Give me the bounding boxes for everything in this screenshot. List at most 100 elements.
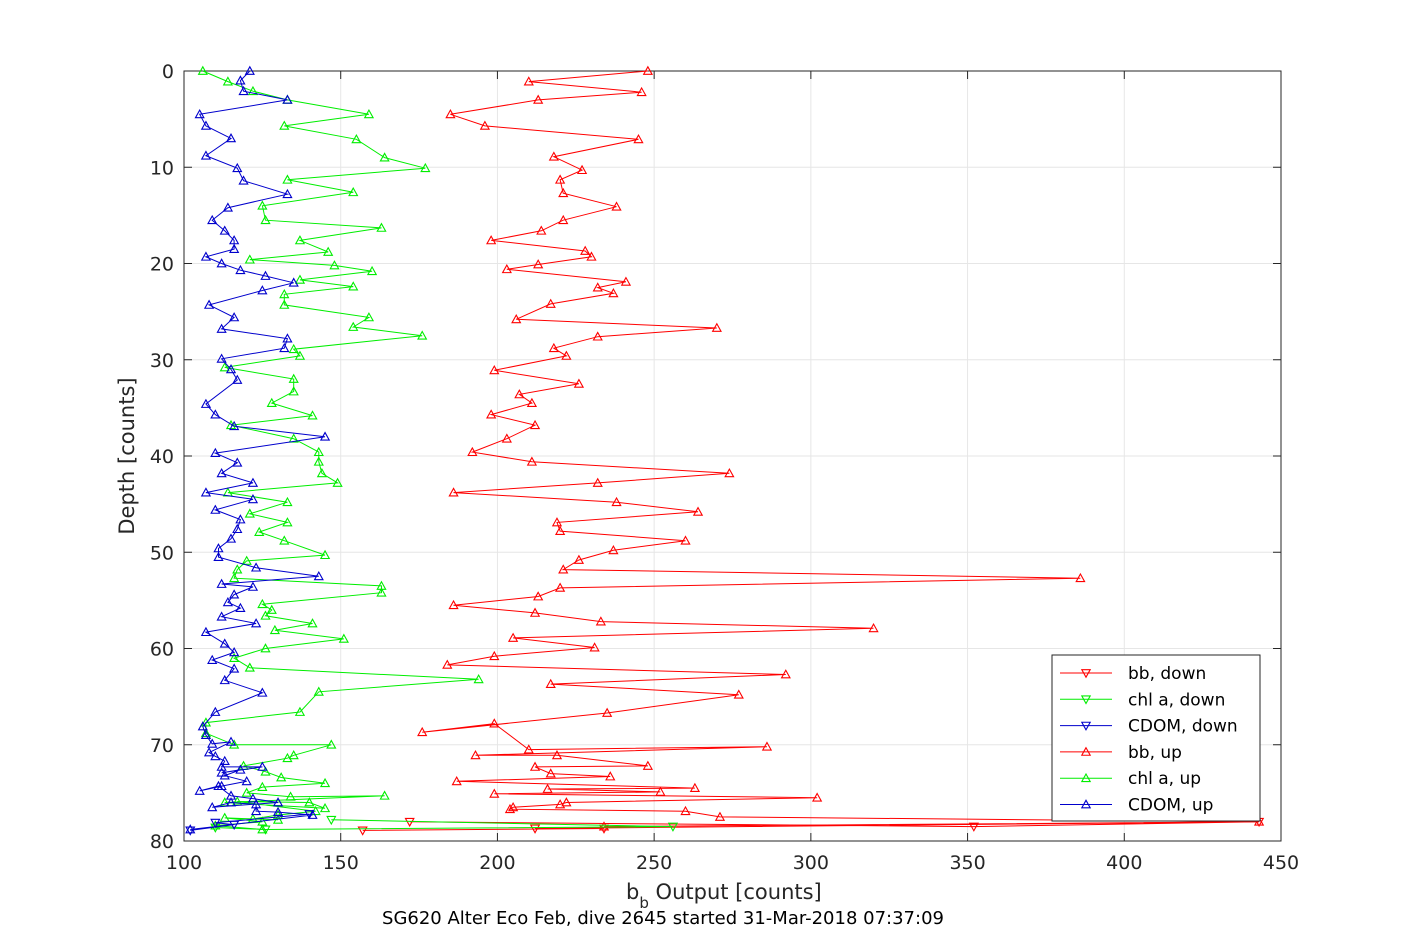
y-axis-title: Depth [counts]	[115, 377, 139, 534]
data-point-bb-up	[561, 350, 572, 360]
data-point-cdom-up	[250, 618, 262, 628]
data-point-chl-a-up	[473, 673, 484, 684]
data-point-cdom-up	[272, 806, 284, 817]
data-point-bb-up	[451, 775, 462, 786]
data-point-bb-up	[511, 313, 522, 324]
data-point-cdom-up	[207, 801, 218, 812]
data-point-cdom-up	[200, 150, 212, 160]
data-point-cdom-up	[235, 764, 246, 774]
data-point-cdom-up	[222, 202, 234, 212]
data-point-bb-up	[526, 397, 538, 407]
data-point-chl-a-up	[219, 797, 230, 807]
series-cdom-down	[185, 810, 315, 836]
data-point-chl-a-up	[257, 598, 268, 609]
data-point-chl-a-up	[266, 604, 277, 614]
data-point-chl-a-down	[326, 815, 337, 826]
data-point-bb-up	[542, 783, 553, 793]
data-point-chl-a-down	[210, 823, 221, 833]
series-chl-a-up	[197, 65, 484, 834]
data-point-chl-a-up	[294, 706, 306, 716]
data-point-cdom-up	[200, 398, 212, 408]
data-point-cdom-up	[210, 750, 221, 761]
data-point-chl-a-up	[420, 162, 431, 173]
data-point-cdom-up	[282, 188, 293, 199]
data-point-cdom-up	[200, 120, 212, 130]
data-point-chl-a-up	[257, 200, 268, 210]
data-point-cdom-up	[213, 551, 224, 561]
data-point-bb-up	[586, 251, 597, 261]
data-point-bb-up	[611, 496, 622, 507]
data-point-bb-up	[548, 151, 559, 161]
series-cdom-up	[185, 65, 331, 834]
legend-marker-cdom-up	[1080, 799, 1092, 809]
data-point-bb-up	[489, 718, 500, 728]
data-point-cdom-up	[207, 738, 218, 748]
data-point-chl-a-up	[307, 618, 318, 628]
data-point-cdom-up	[232, 457, 243, 467]
y-tick-label: 80	[150, 831, 174, 853]
data-point-cdom-up	[229, 663, 240, 673]
data-point-bb-up	[811, 792, 823, 802]
series-bb-up	[417, 65, 1265, 831]
series-line-chl-a-up	[202, 70, 479, 830]
data-point-cdom-up	[244, 65, 255, 75]
x-axis-title: bb Output [counts]	[626, 880, 822, 912]
data-point-cdom-up	[210, 706, 221, 716]
data-point-cdom-up	[229, 312, 240, 322]
legend-label-chl-a-down: chl a, down	[1128, 690, 1225, 710]
data-point-cdom-up	[216, 467, 227, 478]
data-point-cdom-up	[282, 333, 293, 343]
data-point-bb-up	[545, 768, 556, 778]
data-point-cdom-up	[235, 75, 246, 85]
data-point-bb-up	[551, 517, 563, 527]
data-point-bb-up	[507, 632, 519, 642]
x-tick-label: 300	[793, 852, 829, 874]
data-point-cdom-up	[219, 225, 230, 235]
data-point-bb-up	[576, 164, 588, 175]
data-point-chl-a-up	[376, 587, 387, 597]
data-point-bb-up	[689, 782, 701, 792]
data-point-cdom-up	[219, 674, 230, 685]
y-tick-label: 60	[150, 639, 174, 661]
y-tick-label: 50	[150, 542, 174, 564]
data-point-cdom-up	[225, 133, 237, 143]
data-point-cdom-up	[200, 729, 212, 740]
data-point-cdom-up	[219, 638, 230, 648]
data-point-cdom-up	[257, 285, 268, 295]
data-point-bb-up	[486, 235, 497, 245]
data-point-bb-up	[448, 599, 459, 610]
data-point-cdom-up	[238, 85, 249, 96]
data-point-cdom-up	[207, 214, 218, 225]
data-point-chl-a-up	[363, 108, 375, 119]
data-point-cdom-up	[247, 493, 259, 504]
data-point-cdom-up	[247, 477, 259, 487]
data-point-bb-up	[504, 803, 516, 814]
data-point-chl-a-up	[285, 791, 296, 801]
data-point-cdom-up	[216, 258, 227, 268]
data-point-bb-up	[554, 582, 566, 592]
tick-layer: 100 150 200 250 300 350 400 450 0 10 20 30 40 50 60 70 8…	[150, 61, 1299, 874]
data-point-bb-up	[533, 259, 544, 269]
data-point-bb-up	[573, 554, 585, 564]
data-point-chl-a-up	[313, 686, 324, 696]
legend-marker-cdom-down	[1080, 721, 1092, 731]
data-point-bb-up	[529, 761, 541, 771]
data-point-cdom-up	[313, 570, 324, 581]
data-point-chl-a-up	[200, 717, 212, 727]
data-point-bb-up	[554, 799, 566, 809]
legend-marker-bb-up	[1080, 746, 1092, 756]
legend-label-cdom-up: CDOM, up	[1128, 796, 1213, 816]
data-point-bb-up	[733, 689, 744, 699]
data-point-bb-up	[545, 298, 556, 308]
data-point-cdom-up	[210, 409, 221, 419]
data-point-chl-a-up	[348, 321, 359, 331]
data-point-chl-a-up	[376, 222, 387, 232]
data-point-cdom-up	[232, 523, 243, 534]
data-point-bb-down	[404, 817, 415, 828]
series-layer	[185, 65, 1265, 836]
data-point-bb-up	[761, 741, 773, 751]
y-tick-label: 30	[150, 350, 174, 372]
data-point-bb-up	[605, 771, 616, 781]
data-point-bb-up	[489, 650, 500, 661]
